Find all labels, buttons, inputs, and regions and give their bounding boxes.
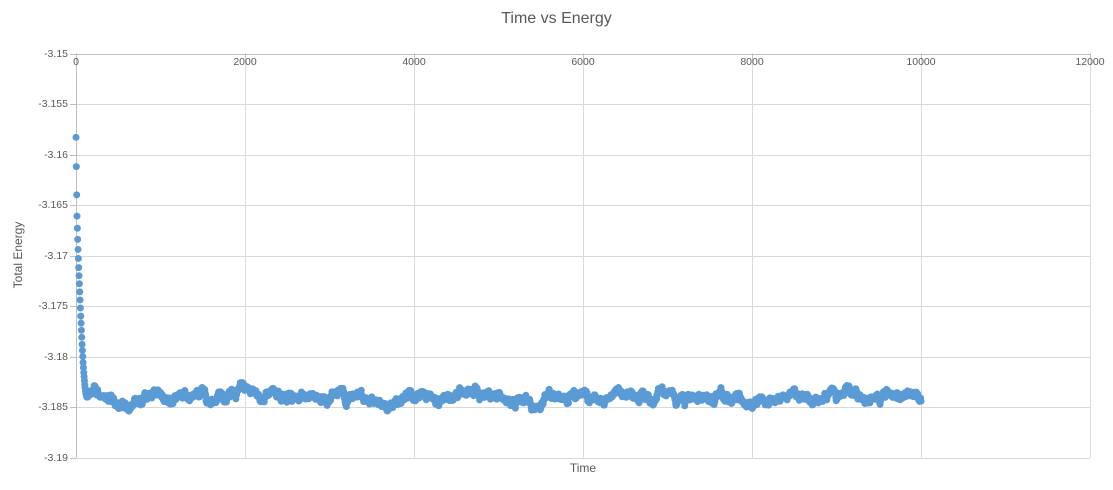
y-tick-label: -3.175: [38, 300, 68, 312]
x-tick-label: 12000: [1075, 56, 1105, 68]
x-axis-title: Time: [569, 461, 597, 475]
x-tick-label: 0: [73, 56, 79, 68]
y-tick-label: -3.15: [44, 47, 68, 60]
x-tick-label: 2000: [233, 56, 257, 68]
y-tick-label: -3.155: [38, 98, 68, 110]
y-tick-label: -3.165: [38, 199, 68, 211]
y-tick-label: -3.18: [44, 350, 68, 363]
x-tick-label: 6000: [571, 56, 595, 68]
y-tick-label: -3.16: [44, 148, 68, 161]
x-tick-label: 10000: [906, 56, 936, 68]
y-tick-label: -3.17: [44, 249, 68, 262]
y-tick-label: -3.19: [44, 451, 68, 464]
y-tick-label: -3.185: [38, 401, 68, 413]
x-tick-label: 4000: [402, 56, 426, 68]
x-tick-label: 8000: [740, 56, 764, 68]
chart-title: Time vs Energy: [501, 10, 612, 27]
